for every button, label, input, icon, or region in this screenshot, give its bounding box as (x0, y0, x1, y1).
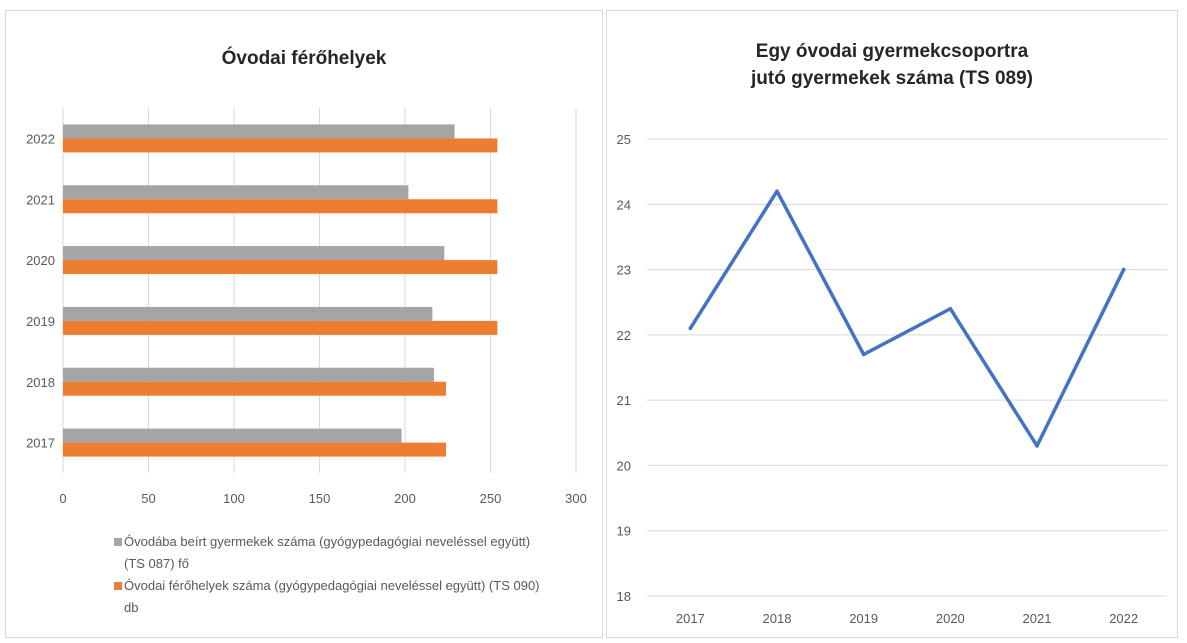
data-point (1035, 444, 1039, 448)
chart-title: Egy óvodai gyermekcsoportra jutó gyermek… (607, 38, 1177, 92)
legend-swatch-orange (114, 582, 122, 590)
y-tick-label: 2020 (26, 253, 55, 268)
bar-enrolled (63, 428, 402, 443)
legend-item-places: Óvodai férőhelyek száma (gyógypedagógiai… (114, 575, 554, 619)
group-size-chart-panel: Egy óvodai gyermekcsoportra jutó gyermek… (606, 10, 1178, 638)
data-point (948, 306, 953, 311)
y-tick-label: 21 (617, 393, 631, 408)
x-tick-label: 50 (141, 491, 155, 506)
x-tick-label: 2018 (763, 611, 792, 626)
enrollment-chart-panel: Óvodai férőhelyek 0 50 100 150 200 250 300 2017… (5, 10, 603, 638)
x-tick-label: 300 (565, 491, 587, 506)
y-tick-label: 24 (617, 197, 631, 212)
x-tick-label: 2020 (936, 611, 965, 626)
y-tick-label: 2017 (26, 436, 55, 451)
x-tick-label: 0 (59, 491, 66, 506)
y-tick-label: 23 (617, 263, 631, 278)
y-tick-label: 25 (617, 132, 631, 147)
y-tick-label: 2019 (26, 314, 55, 329)
y-tick-label: 19 (617, 524, 631, 539)
data-point (688, 326, 693, 331)
data-point (1121, 267, 1126, 272)
bar-enrolled (63, 246, 445, 261)
bar-enrolled (63, 306, 433, 321)
bar-chart-plot: 0 50 100 150 200 250 300 2017 2018 2019 2020 2021 20… (26, 108, 587, 506)
x-tick-label: 2017 (676, 611, 705, 626)
x-tick-label: 150 (309, 491, 331, 506)
y-tick-label: 22 (617, 328, 631, 343)
y-tick-label: 2021 (26, 192, 55, 207)
x-tick-label: 2019 (849, 611, 878, 626)
bar-places (63, 442, 447, 457)
x-tick-label: 2022 (1109, 611, 1138, 626)
bar-places (63, 199, 498, 214)
y-tick-label: 20 (617, 458, 631, 473)
bar-places (63, 381, 447, 396)
series-line (688, 189, 1126, 448)
chart-title-line-1: Egy óvodai gyermekcsoportra (755, 41, 1029, 62)
x-tick-label: 250 (480, 491, 502, 506)
x-tick-label: 200 (394, 491, 416, 506)
chart-legend: Óvodába beírt gyermekek száma (gyógypeda… (114, 531, 554, 619)
bar-places (63, 138, 498, 153)
legend-label-places: Óvodai férőhelyek száma (gyógypedagógiai… (124, 578, 540, 615)
y-tick-label: 2022 (26, 131, 55, 146)
data-point (775, 189, 779, 194)
x-tick-label: 2021 (1023, 611, 1052, 626)
chart-title: Óvodai férőhelyek (221, 48, 387, 69)
x-tick-label: 100 (223, 491, 245, 506)
chart-title-line-2: jutó gyermekek száma (TS 089) (751, 68, 1033, 89)
bar-enrolled (63, 185, 409, 200)
legend-label-enrolled: Óvodába beírt gyermekek száma (gyógypeda… (124, 534, 531, 571)
y-tick-label: 2018 (26, 375, 55, 390)
bar-enrolled (63, 124, 455, 139)
data-point (861, 352, 866, 357)
bar-enrolled (63, 367, 435, 382)
y-tick-label: 18 (617, 589, 631, 604)
legend-item-enrolled: Óvodába beírt gyermekek száma (gyógypeda… (114, 531, 554, 575)
bar-places (63, 260, 498, 275)
bar-places (63, 320, 498, 335)
legend-swatch-grey (114, 538, 122, 546)
